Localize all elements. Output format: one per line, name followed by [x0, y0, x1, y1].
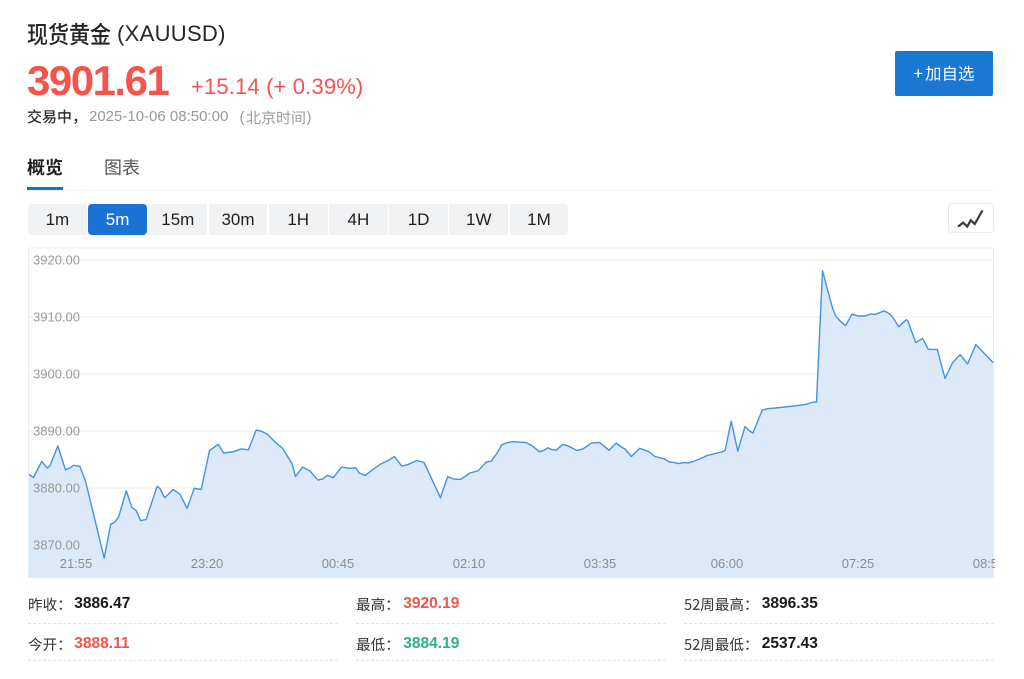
svg-text:02:10: 02:10 [453, 556, 486, 571]
svg-text:06:00: 06:00 [711, 556, 744, 571]
svg-text:3910.00: 3910.00 [33, 310, 80, 325]
svg-text:08:50: 08:50 [973, 556, 1006, 571]
svg-text:21:55: 21:55 [60, 556, 93, 571]
svg-text:3900.00: 3900.00 [33, 367, 80, 382]
svg-text:03:35: 03:35 [584, 556, 617, 571]
svg-text:07:25: 07:25 [842, 556, 875, 571]
svg-text:3880.00: 3880.00 [33, 481, 80, 496]
svg-text:23:20: 23:20 [191, 556, 224, 571]
svg-text:00:45: 00:45 [322, 556, 355, 571]
svg-text:3890.00: 3890.00 [33, 424, 80, 439]
svg-text:3870.00: 3870.00 [33, 538, 80, 553]
svg-text:3920.00: 3920.00 [33, 253, 80, 268]
